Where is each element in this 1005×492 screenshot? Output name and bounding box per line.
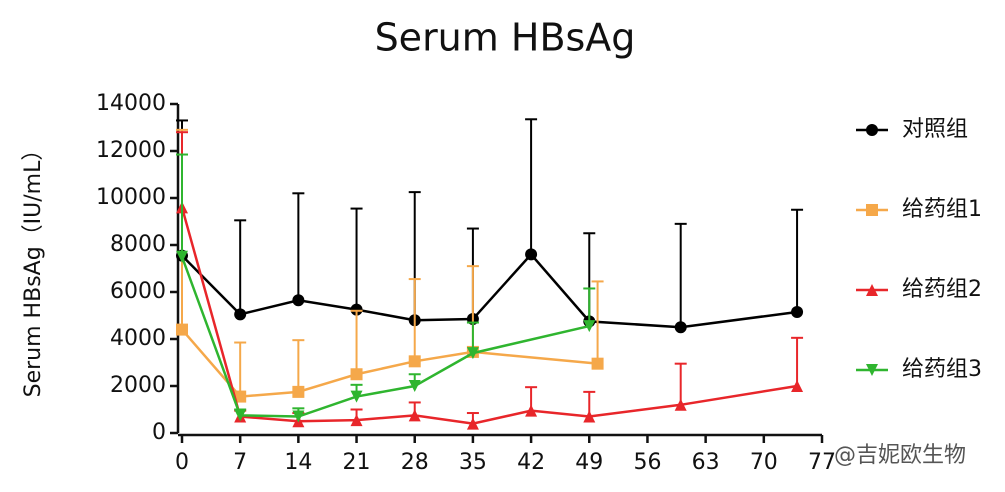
marker — [674, 398, 687, 411]
marker — [866, 124, 878, 136]
x-tick-label: 14 — [284, 450, 312, 475]
legend-label: 给药组2 — [902, 277, 982, 302]
marker — [234, 308, 247, 321]
error-bar — [292, 192, 305, 301]
x-tick-label: 49 — [575, 450, 603, 475]
marker — [866, 284, 878, 296]
x-tick-label: 56 — [633, 450, 661, 475]
marker — [292, 385, 305, 398]
marker — [466, 347, 479, 360]
y-tick-label: 2000 — [110, 373, 166, 398]
x-tick-label: 28 — [401, 450, 429, 475]
marker — [408, 355, 421, 368]
marker — [234, 409, 247, 422]
y-tick-label: 0 — [152, 420, 166, 445]
y-tick-label: 4000 — [110, 326, 166, 351]
x-tick-label: 7 — [233, 450, 247, 475]
chart-title: Serum HBsAg — [375, 16, 636, 60]
y-tick-label: 6000 — [110, 279, 166, 304]
marker — [234, 390, 247, 403]
error-bar — [525, 118, 538, 255]
error-bar — [591, 280, 604, 364]
legend-label: 给药组1 — [902, 197, 982, 222]
x-tick-label: 0 — [175, 450, 189, 475]
marker — [350, 303, 363, 316]
x-tick-label: 63 — [692, 450, 720, 475]
x-tick-label: 77 — [808, 450, 836, 475]
watermark: @吉妮欧生物 — [834, 443, 966, 468]
marker — [350, 390, 363, 403]
x-tick-label: 21 — [343, 450, 371, 475]
marker — [591, 357, 604, 370]
marker — [525, 404, 538, 417]
x-tick-label: 42 — [517, 450, 545, 475]
marker — [866, 204, 878, 216]
error-bar — [234, 219, 247, 315]
series-line — [181, 252, 798, 329]
marker — [866, 364, 878, 376]
error-bar — [234, 341, 247, 397]
marker — [791, 380, 804, 392]
error-bar — [791, 208, 804, 312]
error-bar — [408, 278, 421, 362]
y-axis-label: Serum HBsAg（IU/mL） — [21, 139, 46, 398]
x-tick-label: 70 — [750, 450, 778, 475]
marker — [408, 380, 421, 392]
marker — [176, 250, 188, 263]
marker — [466, 417, 479, 430]
series-line — [180, 207, 798, 425]
legend-label: 给药组3 — [902, 357, 982, 382]
marker — [583, 410, 596, 423]
marker — [292, 410, 305, 423]
marker — [791, 305, 804, 318]
y-tick-label: 10000 — [96, 185, 166, 210]
y-tick-label: 14000 — [96, 91, 166, 116]
error-bar — [350, 309, 363, 375]
error-bar — [350, 207, 363, 310]
x-tick-label: 35 — [459, 450, 487, 475]
marker — [583, 320, 596, 333]
y-tick-label: 12000 — [96, 138, 166, 163]
legend-label: 对照组 — [902, 117, 968, 142]
error-bar — [674, 222, 687, 328]
error-bar — [674, 362, 687, 405]
error-bar — [791, 336, 804, 386]
y-tick-label: 8000 — [110, 232, 166, 257]
error-bar — [583, 287, 596, 327]
marker — [674, 321, 687, 334]
marker — [292, 294, 305, 307]
marker — [350, 414, 363, 427]
marker — [176, 323, 188, 336]
marker — [525, 248, 538, 261]
marker — [350, 368, 363, 381]
error-bar — [176, 153, 188, 257]
marker — [408, 409, 421, 422]
error-bar — [292, 339, 305, 392]
